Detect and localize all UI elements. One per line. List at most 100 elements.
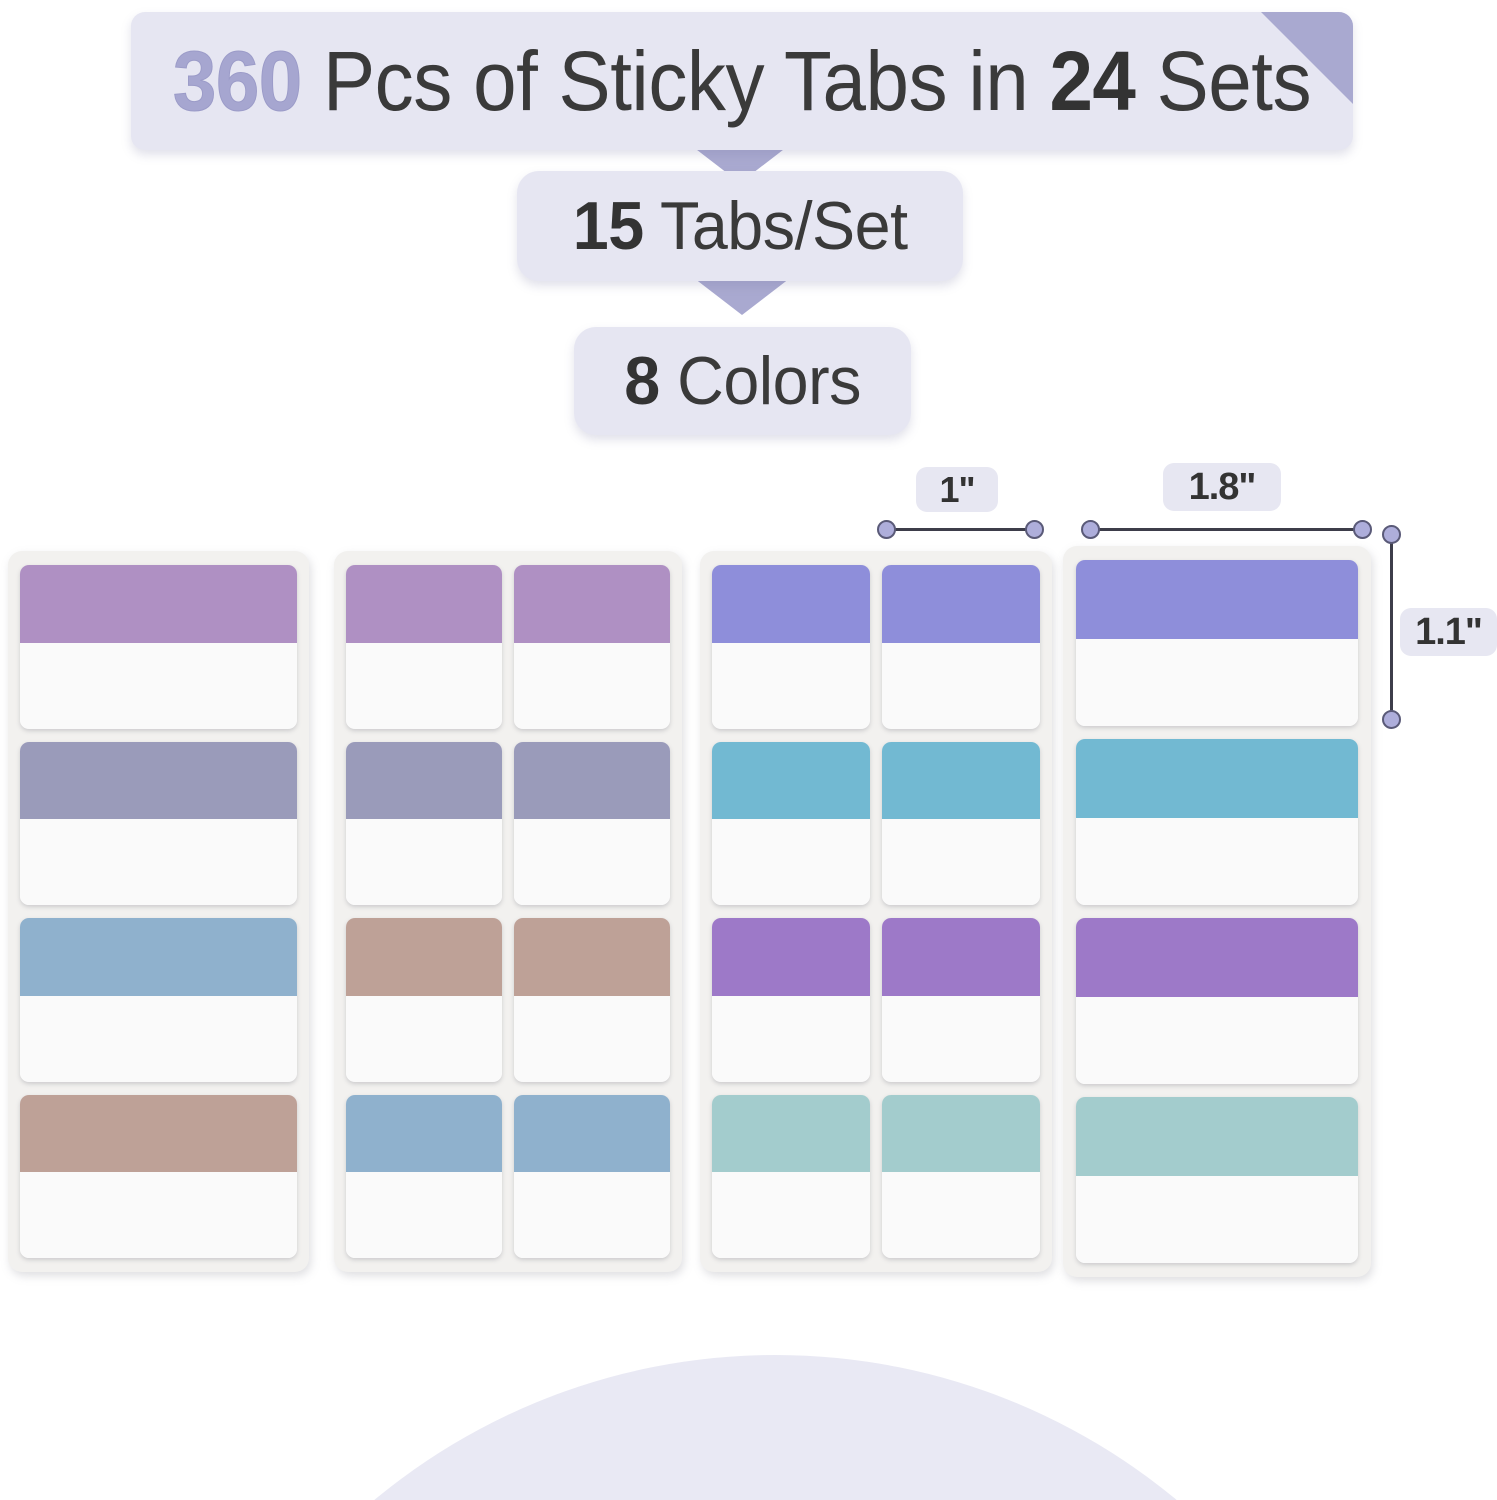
tab-row	[712, 918, 1040, 1082]
sticky-tab-taupe[interactable]	[346, 918, 502, 1082]
banner-color-count: 8 Colors	[574, 327, 911, 435]
bottom-arc-decoration	[148, 1355, 1403, 1500]
tab-color-band	[346, 565, 502, 643]
tab-color-band	[712, 1094, 870, 1173]
sticky-tab-taupe[interactable]	[20, 1094, 297, 1258]
tab-color-band	[20, 1094, 297, 1173]
dimension-line-small-width	[886, 528, 1034, 531]
sticky-tab-taupe[interactable]	[514, 918, 670, 1082]
tab-writable-area	[712, 819, 870, 905]
tab-writable-area	[20, 642, 297, 729]
headline-banner-total-pieces: 360 Pcs of Sticky Tabs in 24 Sets	[131, 12, 1353, 150]
arrow-down-icon-2	[690, 275, 794, 315]
tab-writable-area	[346, 995, 502, 1082]
tab-color-band	[346, 1094, 502, 1173]
tab-writable-area	[712, 642, 870, 729]
sticky-tab-steel_blue[interactable]	[514, 1094, 670, 1258]
tab-row	[346, 565, 670, 729]
tab-writable-area	[20, 819, 297, 905]
tab-writable-area	[346, 819, 502, 905]
tabs-per-set-count: 15	[572, 188, 644, 264]
tab-color-band	[882, 565, 1040, 643]
tab-color-band	[20, 741, 297, 820]
dimension-endpoint-dot	[1382, 710, 1401, 729]
dimension-line-tab-height	[1390, 534, 1393, 719]
banner-tabs-per-set-text: 15 Tabs/Set	[573, 192, 908, 260]
tab-color-band	[882, 918, 1040, 996]
sticky-tab-periwinkle_grey[interactable]	[346, 741, 502, 905]
tab-color-band	[20, 565, 297, 643]
sticky-tab-orchid[interactable]	[712, 918, 870, 1082]
tabs-per-set-label: Tabs/Set	[643, 188, 908, 264]
tab-writable-area	[882, 1172, 1040, 1258]
dimension-endpoint-dot	[1081, 520, 1100, 539]
tab-row	[712, 741, 1040, 905]
tab-color-band	[712, 918, 870, 996]
tab-writable-area	[346, 1172, 502, 1258]
tab-row	[1076, 560, 1358, 726]
tab-writable-area	[1076, 817, 1358, 905]
sheet-2-double-column	[334, 551, 682, 1272]
sticky-tab-violet_blue[interactable]	[1076, 560, 1358, 726]
tab-writable-area	[514, 995, 670, 1082]
tab-row	[1076, 739, 1358, 905]
tab-row	[20, 565, 297, 729]
tab-row	[712, 565, 1040, 729]
banner-tabs-per-set: 15 Tabs/Set	[517, 171, 963, 281]
dimension-label-small-width: 1"	[916, 467, 998, 512]
tab-writable-area	[882, 995, 1040, 1082]
tab-color-band	[1076, 739, 1358, 818]
headline-count-360: 360	[172, 34, 302, 128]
tab-row	[346, 918, 670, 1082]
dimension-endpoint-dot	[877, 520, 896, 539]
sticky-tab-steel_blue[interactable]	[20, 918, 297, 1082]
color-count-label: Colors	[659, 343, 861, 419]
tab-row	[346, 1094, 670, 1258]
tab-color-band	[882, 741, 1040, 820]
sheet-4-single-wide-column	[1063, 546, 1371, 1277]
tab-color-band	[346, 741, 502, 820]
tab-color-band	[514, 1094, 670, 1173]
tab-writable-area	[346, 642, 502, 729]
headline-banner-text: 360 Pcs of Sticky Tabs in 24 Sets	[172, 39, 1311, 124]
sticky-tab-aqua_mint[interactable]	[712, 1094, 870, 1258]
tab-color-band	[712, 741, 870, 820]
tab-color-band	[1076, 918, 1358, 997]
sticky-tab-periwinkle_grey[interactable]	[20, 741, 297, 905]
tab-writable-area	[712, 995, 870, 1082]
sticky-tab-lilac[interactable]	[20, 565, 297, 729]
headline-count-24: 24	[1049, 34, 1136, 128]
tab-color-band	[514, 918, 670, 996]
headline-mid-text: Pcs of Sticky Tabs in	[301, 34, 1050, 128]
sticky-tab-teal[interactable]	[882, 741, 1040, 905]
sticky-tab-lilac[interactable]	[514, 565, 670, 729]
sticky-tab-periwinkle_grey[interactable]	[514, 741, 670, 905]
tab-row	[712, 1094, 1040, 1258]
tab-writable-area	[514, 1172, 670, 1258]
dimension-line-large-width	[1090, 528, 1362, 531]
tab-row	[1076, 918, 1358, 1084]
sticky-tab-teal[interactable]	[712, 741, 870, 905]
sticky-tab-aqua_mint[interactable]	[1076, 1097, 1358, 1263]
corner-fold-decoration	[1261, 12, 1353, 104]
sticky-tab-violet_blue[interactable]	[882, 565, 1040, 729]
dimension-label-large-width: 1.8"	[1163, 463, 1281, 511]
dimension-label-tab-height: 1.1"	[1400, 608, 1497, 656]
sticky-tab-aqua_mint[interactable]	[882, 1094, 1040, 1258]
tab-color-band	[514, 741, 670, 820]
sticky-tab-violet_blue[interactable]	[712, 565, 870, 729]
tab-color-band	[20, 918, 297, 996]
tab-writable-area	[1076, 638, 1358, 726]
tab-color-band	[1076, 560, 1358, 639]
sticky-tab-orchid[interactable]	[882, 918, 1040, 1082]
sticky-tab-teal[interactable]	[1076, 739, 1358, 905]
tab-color-band	[346, 918, 502, 996]
sheet-1-single-column	[8, 551, 309, 1272]
tab-color-band	[514, 565, 670, 643]
dimension-endpoint-dot	[1382, 525, 1401, 544]
sticky-tab-steel_blue[interactable]	[346, 1094, 502, 1258]
sticky-tab-lilac[interactable]	[346, 565, 502, 729]
tab-writable-area	[1076, 1175, 1358, 1263]
sticky-tab-orchid[interactable]	[1076, 918, 1358, 1084]
